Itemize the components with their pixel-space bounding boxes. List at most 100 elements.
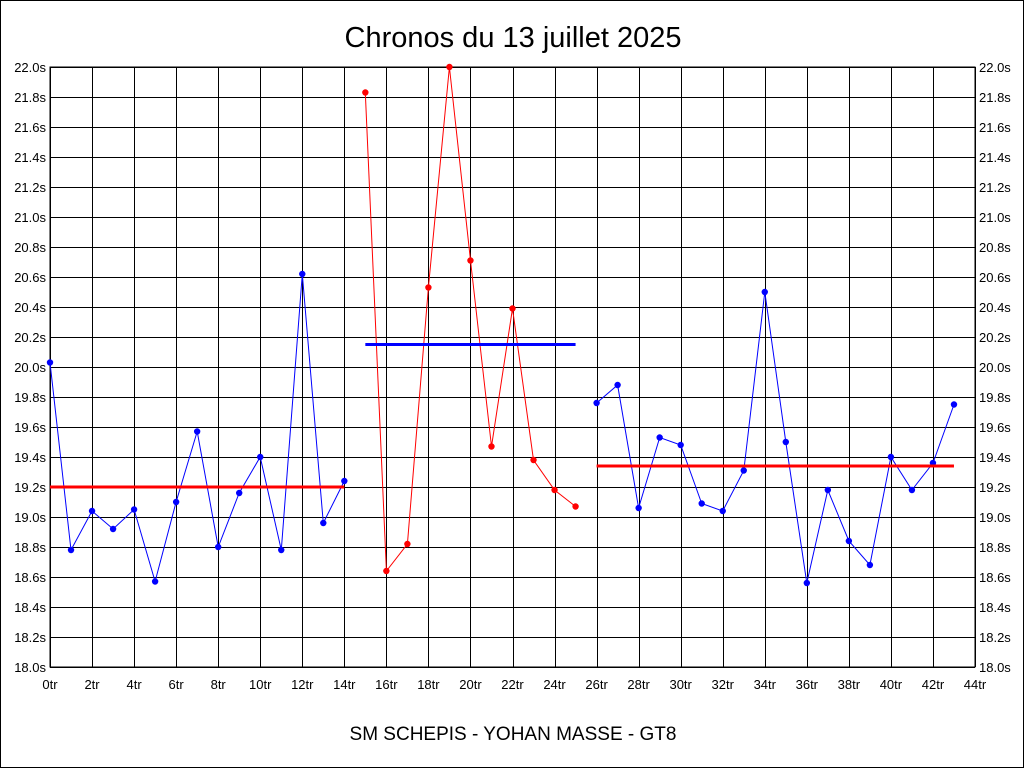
y-tick-label: 21.0s (14, 210, 46, 225)
data-point (109, 525, 117, 533)
y-tick-label-right: 21.2s (979, 180, 1011, 195)
x-tick-label: 10tr (249, 677, 272, 692)
y-tick-label: 18.4s (14, 600, 46, 615)
x-tick-label: 2tr (84, 677, 100, 692)
data-point (908, 486, 916, 494)
x-tick-label: 42tr (922, 677, 945, 692)
data-point (803, 579, 811, 587)
data-point (278, 546, 285, 554)
x-tick-label: 24tr (543, 677, 566, 692)
y-tick-label-right: 18.0s (979, 660, 1011, 675)
y-tick-label-right: 19.0s (979, 510, 1011, 525)
y-tick-label-right: 21.0s (979, 210, 1011, 225)
x-tick-label: 16tr (375, 677, 398, 692)
data-point (341, 477, 348, 485)
y-tick-label: 18.6s (14, 570, 46, 585)
y-tick-label: 19.0s (14, 510, 46, 525)
data-point (236, 489, 243, 497)
x-tick-label: 12tr (291, 677, 314, 692)
x-tick-label: 14tr (333, 677, 356, 692)
y-tick-label-right: 18.2s (979, 630, 1011, 645)
chart-footer: SM SCHEPIS - YOHAN MASSE - GT8 (350, 724, 677, 745)
data-point (866, 561, 874, 569)
y-tick-label: 19.8s (14, 390, 46, 405)
average-lines (50, 343, 954, 489)
x-tick-label: 18tr (417, 677, 440, 692)
data-point (425, 284, 432, 291)
data-point (383, 567, 390, 575)
x-tick-label: 30tr (669, 677, 692, 692)
y-tick-label: 21.6s (14, 120, 46, 135)
y-tick-label: 20.2s (14, 330, 46, 345)
y-tick-label-right: 21.8s (979, 90, 1011, 105)
data-point (530, 456, 537, 464)
y-axis-right: 18.0s 18.2s 18.4s 18.6s 18.8s 19.0s 19.2s 19.4s… (979, 60, 1011, 675)
data-point (551, 486, 558, 494)
data-point (887, 453, 895, 461)
data-point (46, 359, 54, 366)
data-point (446, 63, 453, 71)
series-1 (46, 270, 348, 585)
data-point (130, 506, 138, 513)
y-tick-label-right: 19.2s (979, 480, 1011, 495)
data-point (214, 543, 222, 551)
x-tick-label: 8tr (211, 677, 227, 692)
data-point (719, 507, 726, 515)
y-axis-left: 18.0s 18.2s 18.4s 18.6s 18.8s 19.0s 19.2s 19.4s… (14, 60, 46, 675)
data-point (320, 519, 327, 527)
y-tick-label-right: 19.6s (979, 420, 1011, 435)
series-2 (362, 63, 579, 575)
x-tick-label: 40tr (880, 677, 903, 692)
x-tick-label: 20tr (459, 677, 482, 692)
y-tick-label: 19.2s (14, 480, 46, 495)
y-tick-label-right: 18.4s (979, 600, 1011, 615)
y-tick-label-right: 19.4s (979, 450, 1011, 465)
data-point (151, 578, 159, 585)
data-point (67, 546, 75, 554)
data-point (88, 507, 96, 515)
data-point (782, 438, 789, 446)
data-point (824, 486, 832, 494)
data-point (698, 500, 705, 507)
y-tick-label-right: 21.4s (979, 150, 1011, 165)
data-point (572, 503, 579, 510)
x-tick-label: 4tr (127, 677, 143, 692)
x-tick-label: 34tr (754, 677, 777, 692)
series-3 (593, 288, 958, 587)
y-tick-label-right: 20.4s (979, 300, 1011, 315)
y-tick-label-right: 19.8s (979, 390, 1011, 405)
y-tick-label-right: 20.8s (979, 240, 1011, 255)
y-tick-label: 21.2s (14, 180, 46, 195)
x-tick-label: 28tr (627, 677, 650, 692)
chart-title: Chronos du 13 juillet 2025 (345, 22, 682, 54)
y-tick-label: 19.6s (14, 420, 46, 435)
x-tick-label: 36tr (796, 677, 819, 692)
grid (50, 67, 976, 668)
x-axis: 0tr 2tr 4tr 6tr 8tr 10tr 12tr 14tr 16tr 18tr 20tr 2… (42, 677, 986, 692)
y-tick-label: 22.0s (14, 60, 46, 75)
data-point (845, 537, 853, 545)
data-point (257, 453, 264, 461)
x-tick-label: 44tr (964, 677, 987, 692)
y-tick-label: 20.6s (14, 270, 46, 285)
y-tick-label: 18.2s (14, 630, 46, 645)
y-tick-label: 18.0s (14, 660, 46, 675)
series-line (596, 291, 955, 584)
y-tick-label: 20.4s (14, 300, 46, 315)
data-point (467, 257, 474, 264)
data-point (950, 401, 958, 408)
y-tick-label: 21.8s (14, 90, 46, 105)
y-tick-label-right: 20.2s (979, 330, 1011, 345)
data-point (172, 498, 180, 506)
y-tick-label-right: 21.6s (979, 120, 1011, 135)
data-point (193, 428, 201, 435)
data-point (614, 381, 621, 389)
data-point (656, 434, 663, 441)
y-tick-label-right: 22.0s (979, 60, 1011, 75)
plot-border (49, 66, 976, 668)
y-tick-label-right: 18.6s (979, 570, 1011, 585)
data-point (740, 467, 747, 474)
y-tick-label: 19.4s (14, 450, 46, 465)
y-tick-label-right: 20.0s (979, 360, 1011, 375)
